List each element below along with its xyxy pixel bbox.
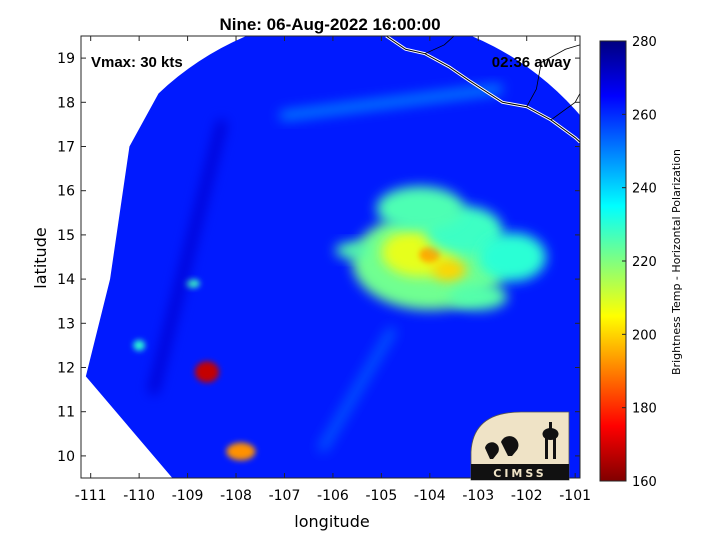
x-tick-label: -106 xyxy=(317,488,349,504)
border-line-2 xyxy=(424,36,455,55)
y-tick-label: 11 xyxy=(57,405,75,421)
cimss-logo-text: CIMSS xyxy=(493,467,546,480)
y-tick-label: 17 xyxy=(57,140,75,156)
cimss-logo: CIMSS xyxy=(470,411,570,481)
feature-band-13 xyxy=(279,84,503,121)
y-tick-label: 16 xyxy=(57,184,75,200)
x-tick-label: -107 xyxy=(269,488,301,504)
feature-band-14 xyxy=(148,119,227,395)
feature-blob-3 xyxy=(432,259,467,282)
x-axis-label: longitude xyxy=(294,512,369,531)
colorbar: 160 180 200 220 240 260 280 Brightness Temp - … xyxy=(599,35,683,490)
colorbar-ticks: 160 180 200 220 240 260 280 xyxy=(622,35,657,490)
brightness-swath xyxy=(85,36,580,478)
colorbar-tick-label: 180 xyxy=(632,402,657,417)
plot-area xyxy=(81,36,580,478)
axes-box xyxy=(80,35,581,479)
time-away-annotation: 02:36 away xyxy=(492,54,572,71)
x-tick-label: -105 xyxy=(365,488,397,504)
x-tick-label: -104 xyxy=(414,488,446,504)
x-tick-label: -109 xyxy=(172,488,204,504)
x-tick-label: -108 xyxy=(220,488,252,504)
feature-blob-6 xyxy=(376,186,464,231)
y-axis-ticks: 10 11 12 13 14 15 16 17 18 19 xyxy=(57,51,580,465)
colorbar-label: Brightness Temp - Horizontal Polarizatio… xyxy=(670,149,683,375)
map-lines xyxy=(385,36,580,144)
colorbar-tick-label: 220 xyxy=(632,255,657,270)
feature-band-15 xyxy=(318,327,397,453)
feature-blob-7 xyxy=(478,232,547,282)
x-axis-ticks: -111 -110 -109 -108 -107 -106 -105 -104 -103 -102… xyxy=(75,36,591,504)
feature-blob-4 xyxy=(335,242,370,259)
y-tick-label: 10 xyxy=(57,449,75,465)
feature-blob-9 xyxy=(194,361,220,383)
colorbar-tick-label: 260 xyxy=(632,108,657,123)
colorbar-tick-label: 240 xyxy=(632,182,657,197)
feature-blob-10 xyxy=(226,442,256,461)
x-tick-label: -110 xyxy=(123,488,155,504)
colorbar-tick-label: 200 xyxy=(632,328,657,343)
chart-title: Nine: 06-Aug-2022 16:00:00 xyxy=(219,15,440,34)
colorbar-tick-label: 280 xyxy=(632,35,657,50)
coastline xyxy=(385,36,580,143)
x-tick-label: -101 xyxy=(559,488,591,504)
y-axis-label: latitude xyxy=(31,227,50,288)
feature-blob-8 xyxy=(449,283,508,311)
x-tick-label: -111 xyxy=(75,488,107,504)
feature-blob-12 xyxy=(133,340,145,351)
y-tick-label: 12 xyxy=(57,361,75,377)
vmax-annotation: Vmax: 30 kts xyxy=(91,54,183,71)
y-tick-label: 14 xyxy=(57,272,75,288)
border-line-0 xyxy=(526,44,580,107)
feature-blob-11 xyxy=(185,279,200,288)
y-tick-label: 13 xyxy=(57,316,75,332)
y-tick-label: 18 xyxy=(57,95,75,111)
y-tick-label: 15 xyxy=(57,228,75,244)
feature-blob-2 xyxy=(419,246,441,263)
colorbar-tick-label: 160 xyxy=(632,475,657,490)
x-tick-label: -103 xyxy=(462,488,494,504)
x-tick-label: -102 xyxy=(511,488,543,504)
y-tick-label: 19 xyxy=(57,51,75,67)
